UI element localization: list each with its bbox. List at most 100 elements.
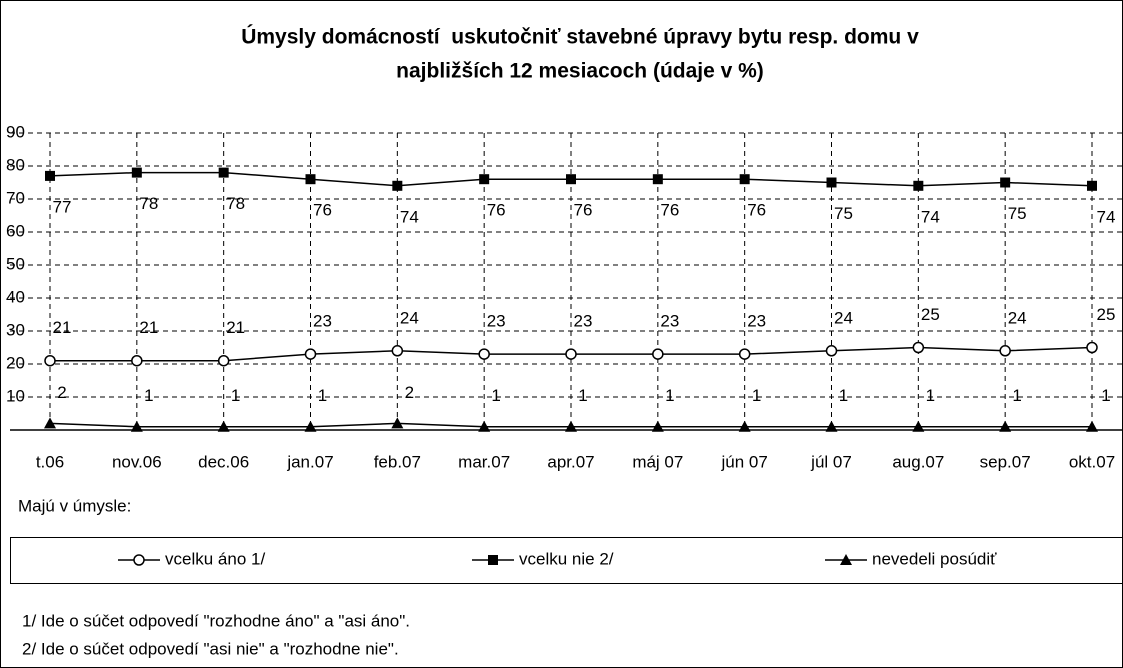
data-label: 1 <box>491 386 500 405</box>
marker <box>218 167 229 178</box>
marker <box>999 420 1012 432</box>
x-tick-label: jún 07 <box>721 452 768 471</box>
marker <box>1086 341 1098 354</box>
y-tick-label: 10 <box>6 386 25 405</box>
data-label: 25 <box>1097 305 1116 324</box>
legend-label: vcelku áno 1/ <box>165 549 265 568</box>
data-label: 76 <box>487 201 506 220</box>
marker <box>479 174 490 185</box>
marker <box>304 348 317 360</box>
x-tick-label: jan.07 <box>286 452 333 471</box>
data-label: 1 <box>1101 386 1110 405</box>
data-label: 76 <box>660 201 679 220</box>
data-label: 21 <box>226 318 245 337</box>
marker <box>826 177 837 188</box>
x-tick-label: apr.07 <box>547 452 594 471</box>
x-tick-label: mar.07 <box>458 452 510 471</box>
marker <box>840 554 852 565</box>
data-label: 2 <box>57 383 66 402</box>
marker <box>305 174 316 185</box>
data-label: 23 <box>574 312 593 331</box>
legend-box <box>10 537 1123 584</box>
data-label: 77 <box>53 197 72 216</box>
y-tick-label: 70 <box>6 188 25 207</box>
y-tick-label: 50 <box>6 254 25 273</box>
marker <box>1000 177 1011 188</box>
data-label: 78 <box>139 194 158 213</box>
data-label: 24 <box>834 308 853 327</box>
data-label: 74 <box>400 207 419 226</box>
data-label: 1 <box>752 386 761 405</box>
marker <box>738 348 751 360</box>
data-label: 1 <box>144 386 153 405</box>
data-label: 75 <box>834 204 853 223</box>
y-tick-label: 90 <box>6 122 25 141</box>
data-label: 24 <box>1008 308 1027 327</box>
x-tick-label: máj 07 <box>632 452 683 471</box>
marker <box>44 354 56 367</box>
data-label: 23 <box>747 312 766 331</box>
marker <box>739 174 750 185</box>
x-tick-label: sep.07 <box>980 452 1031 471</box>
marker <box>392 180 403 191</box>
marker <box>652 348 664 360</box>
data-label: 76 <box>574 201 593 220</box>
marker <box>44 417 56 429</box>
data-label: 76 <box>313 201 332 220</box>
x-tick-label: t.06 <box>36 452 64 471</box>
data-label: 75 <box>1008 204 1027 223</box>
marker <box>566 174 576 185</box>
x-tick-label: dec.06 <box>198 452 249 471</box>
marker <box>651 420 664 432</box>
marker <box>912 420 925 432</box>
marker <box>131 167 142 178</box>
chart-title: Úmysly domácností uskutočniť stavebné úp… <box>241 25 919 49</box>
marker <box>130 420 143 432</box>
chart-title: najbližších 12 mesiacoch (údaje v %) <box>396 60 764 83</box>
marker <box>825 345 838 357</box>
data-label: 74 <box>1097 207 1116 226</box>
data-label: 1 <box>231 386 240 405</box>
y-tick-label: 20 <box>6 353 25 372</box>
marker <box>913 180 924 191</box>
data-label: 1 <box>665 386 674 405</box>
marker <box>565 420 577 432</box>
marker <box>304 420 317 432</box>
footnote: 1/ Ide o súčet odpovedí "rozhodne áno" a… <box>22 611 410 630</box>
marker <box>217 420 230 432</box>
marker <box>131 354 143 367</box>
marker <box>1086 420 1098 432</box>
legend-label: nevedeli posúdiť <box>872 549 997 568</box>
data-label: 1 <box>926 386 935 405</box>
marker <box>478 420 491 432</box>
data-label: 1 <box>578 386 587 405</box>
legend-heading: Majú v úmysle: <box>18 496 131 515</box>
marker <box>652 174 663 185</box>
marker <box>999 345 1011 357</box>
x-tick-label: júl 07 <box>810 452 852 471</box>
y-tick-label: 40 <box>6 287 25 306</box>
data-label: 2 <box>405 383 414 402</box>
marker <box>488 555 498 565</box>
y-tick-label: 80 <box>6 155 25 174</box>
x-tick-label: aug.07 <box>892 452 944 471</box>
x-tick-label: okt.07 <box>1069 452 1115 471</box>
data-label: 24 <box>400 308 419 327</box>
x-tick-label: feb.07 <box>374 452 421 471</box>
data-label: 25 <box>921 305 940 324</box>
x-tick-label: nov.06 <box>112 452 162 471</box>
data-label: 76 <box>747 201 766 220</box>
data-label: 1 <box>839 386 848 405</box>
legend-label: vcelku nie 2/ <box>519 549 614 568</box>
marker <box>738 420 751 432</box>
marker <box>1087 180 1097 191</box>
marker <box>391 345 404 357</box>
y-tick-label: 30 <box>6 320 25 339</box>
data-label: 78 <box>226 194 245 213</box>
footnote: 2/ Ide o súčet odpovedí "asi nie" a "roz… <box>22 639 399 658</box>
data-label: 1 <box>318 386 327 405</box>
data-label: 23 <box>487 312 506 331</box>
marker <box>565 348 577 360</box>
